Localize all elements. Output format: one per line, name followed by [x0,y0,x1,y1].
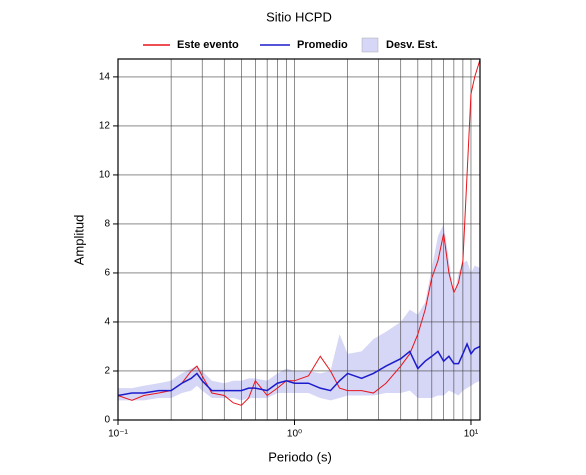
y-tick-label: 0 [104,415,110,426]
series-line [117,59,481,406]
x-tick-label: 10⁻¹ [108,429,128,440]
legend-label: Desv. Est. [386,39,438,51]
x-tick-label: 10⁰ [287,429,302,440]
y-tick-label: 4 [104,317,110,328]
y-tick-label: 2 [104,366,110,377]
y-tick-label: 10 [99,170,111,181]
y-tick-label: 14 [99,72,111,83]
std-band [118,223,480,401]
plot-frame [117,58,481,421]
x-axis-label: Periodo (s) [268,449,332,464]
x-tick-label: 10¹ [464,429,479,440]
y-tick-label: 12 [99,121,111,132]
y-axis-label: Amplitud [71,215,86,266]
y-tick-label: 6 [104,268,110,279]
legend-swatch [361,37,379,53]
chart-title: Sitio HCPD [266,9,332,24]
series-line [117,342,481,397]
legend-label: Este evento [177,39,239,51]
legend-label: Promedio [297,39,348,51]
y-tick-label: 8 [104,219,110,230]
